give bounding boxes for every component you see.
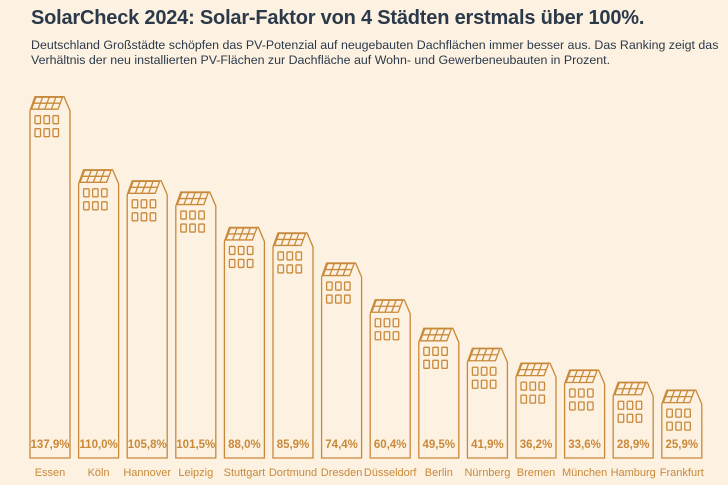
building-outline: [612, 381, 654, 459]
building-bar: [612, 381, 654, 459]
building-bar: [369, 299, 411, 459]
city-label: Düsseldorf: [364, 467, 418, 479]
solar-panel-icon: [565, 369, 599, 384]
value-label: 49,5%: [422, 439, 455, 451]
building-bar: [515, 362, 557, 459]
value-label: 28,9%: [617, 439, 650, 451]
building-bar: [466, 347, 509, 459]
solar-panel-icon: [176, 191, 210, 206]
value-label: 36,2%: [520, 439, 553, 451]
solar-panel-icon: [224, 227, 258, 241]
windows-icon: [180, 210, 205, 233]
city-label: Köln: [88, 467, 110, 479]
building-bar: [418, 327, 460, 459]
windows-icon: [277, 251, 303, 274]
solar-panel-icon: [662, 389, 696, 404]
solar-panel-icon: [419, 328, 453, 342]
windows-icon: [228, 245, 254, 269]
building-outline: [272, 232, 314, 459]
building-bar: [563, 369, 606, 459]
value-label: 105,8%: [128, 439, 167, 451]
city-label: Essen: [35, 467, 66, 479]
building-bar: [272, 232, 314, 459]
city-label: Frankfurt: [660, 467, 704, 479]
windows-icon: [520, 381, 546, 404]
windows-icon: [82, 188, 108, 211]
value-label: 41,9%: [471, 439, 504, 451]
value-label: 33,6%: [568, 439, 601, 451]
city-label: Berlin: [425, 467, 453, 479]
city-label: Leipzig: [178, 467, 213, 479]
building-bar: [223, 226, 266, 459]
windows-icon: [374, 318, 400, 341]
city-label: München: [562, 467, 607, 479]
value-label: 110,0%: [79, 439, 117, 451]
building-outline: [563, 369, 606, 459]
solar-panel-icon: [30, 96, 64, 110]
building-bar: [77, 169, 120, 459]
city-label: Dresden: [321, 467, 363, 479]
building-outline: [175, 191, 217, 459]
building-outline: [369, 299, 411, 459]
solar-panel-icon: [79, 169, 113, 183]
city-label: Stuttgart: [224, 467, 266, 479]
building-outline: [29, 96, 71, 459]
solar-panel-icon: [322, 262, 356, 277]
value-label: 25,9%: [665, 439, 698, 451]
value-label: 74,4%: [325, 439, 358, 451]
building-bar: [29, 96, 71, 459]
solar-panel-icon: [273, 232, 307, 247]
building-outline: [418, 327, 460, 459]
value-label: 60,4%: [374, 439, 407, 451]
solar-panel-icon: [613, 382, 647, 396]
solar-panel-icon: [370, 299, 404, 313]
solar-panel-icon: [467, 348, 501, 362]
solar-panel-icon: [516, 363, 550, 377]
chart-subtitle: Deutschland Großstädte schöpfen das PV-P…: [31, 38, 719, 67]
windows-icon: [471, 366, 497, 389]
city-label: Nürnberg: [464, 467, 510, 479]
value-label: 88,0%: [228, 439, 261, 451]
building-bar: [661, 389, 703, 459]
windows-icon: [423, 346, 448, 369]
building-outline: [466, 347, 509, 459]
solar-panel-icon: [127, 180, 161, 194]
building-outline: [126, 180, 168, 459]
city-label: Hamburg: [611, 467, 656, 479]
building-bar: [126, 180, 168, 459]
building-outline: [223, 226, 266, 459]
building-outline: [77, 169, 120, 459]
city-label: Hannover: [123, 467, 171, 479]
building-outline: [320, 262, 363, 459]
building-outline: [661, 389, 703, 459]
windows-icon: [617, 400, 643, 423]
building-outline: [515, 362, 557, 459]
value-label: 85,9%: [277, 439, 310, 451]
windows-icon: [34, 115, 60, 138]
city-label: Bremen: [517, 467, 556, 479]
chart-title: SolarCheck 2024: Solar-Faktor von 4 Städ…: [31, 7, 645, 29]
windows-icon: [131, 199, 157, 222]
building-bar: [320, 262, 363, 459]
windows-icon: [325, 281, 351, 304]
city-label: Dortmund: [269, 467, 317, 479]
windows-icon: [568, 388, 594, 411]
windows-icon: [666, 408, 691, 431]
value-label: 137,9%: [30, 439, 69, 451]
value-label: 101,5%: [176, 439, 215, 451]
building-bar: [175, 191, 217, 459]
